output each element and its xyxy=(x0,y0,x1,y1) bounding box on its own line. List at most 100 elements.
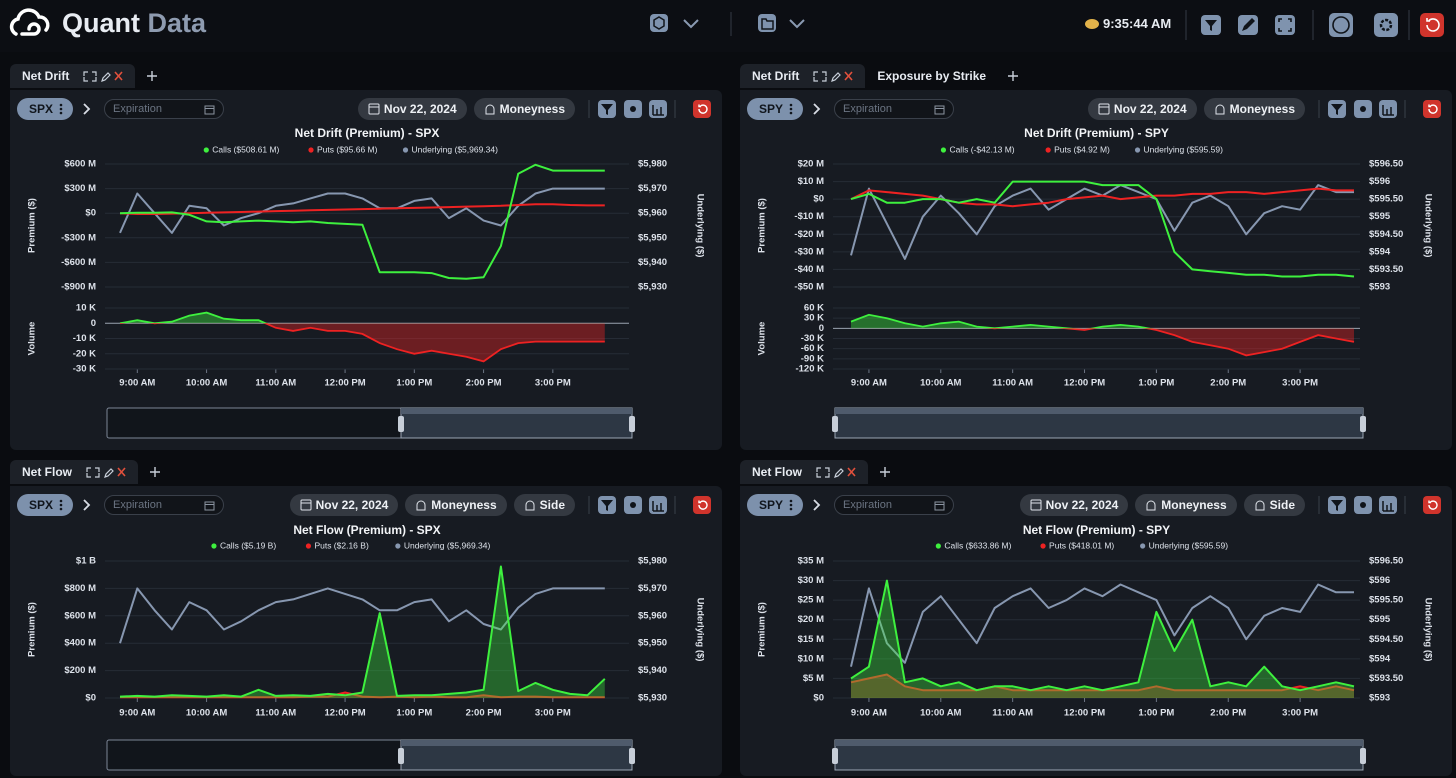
calendar-icon xyxy=(300,499,312,511)
tab-label: Net Drift xyxy=(752,69,800,83)
ticker: SPY xyxy=(759,102,784,116)
tab-bar: Net Drift xyxy=(10,64,167,88)
date: Nov 22, 2024 xyxy=(315,498,389,512)
panel-toolbar: SPX Expiration Nov 22, 2024 Moneyness xyxy=(17,98,712,120)
filter-button[interactable]: Moneyness xyxy=(1135,494,1237,516)
tab[interactable]: Net Flow xyxy=(740,460,868,484)
reset-button[interactable] xyxy=(692,495,712,515)
expiration-input[interactable]: Expiration xyxy=(104,99,225,119)
panel-toolbar: SPX Expiration Nov 22, 2024 Moneyness Side xyxy=(17,494,712,516)
panel-body xyxy=(740,486,1452,776)
chevron xyxy=(813,499,821,511)
tab-actions[interactable] xyxy=(809,70,855,82)
calendar-icon xyxy=(204,105,215,114)
panel: Net Flow SPY Expiration Nov 22, 2024 Moneyne… xyxy=(740,458,1452,776)
button-label: Side xyxy=(1269,498,1295,512)
menu-dots xyxy=(789,103,793,115)
panel: Net Drift SPX Expiration Nov 22, 2024 Moneyn… xyxy=(10,62,722,450)
toolbar-icons[interactable] xyxy=(1184,10,1456,40)
tab-label: Net Flow xyxy=(22,465,72,479)
panel-body xyxy=(740,90,1452,450)
clock: 9:35:44 AM xyxy=(1103,16,1172,31)
expiration-input[interactable]: Expiration xyxy=(104,495,225,515)
ticker-select[interactable]: SPY xyxy=(747,494,804,516)
ticker-select[interactable]: SPX xyxy=(17,98,74,120)
filter-button[interactable]: Moneyness xyxy=(473,98,575,120)
calendar-icon xyxy=(934,105,945,114)
date-picker[interactable]: Nov 22, 2024 xyxy=(357,98,467,120)
filter-button[interactable]: Side xyxy=(1243,494,1305,516)
panel: Net Drift Exposure by Strike SPY Expiration… xyxy=(740,62,1452,450)
tab-label: Net Flow xyxy=(752,465,802,479)
button-icon xyxy=(1146,500,1156,511)
coin-icon xyxy=(1085,19,1099,29)
brand: Quant Data xyxy=(62,8,206,39)
date-picker[interactable]: Nov 22, 2024 xyxy=(289,494,399,516)
tab[interactable]: Net Flow xyxy=(10,460,138,484)
calendar-icon xyxy=(1098,103,1110,115)
calendar-icon xyxy=(1030,499,1042,511)
expiration-placeholder: Expiration xyxy=(843,103,892,115)
chart-actions[interactable] xyxy=(1316,98,1416,120)
chevron xyxy=(83,499,91,511)
menu-dots xyxy=(789,499,793,511)
calendar-icon xyxy=(368,103,380,115)
tab-actions[interactable] xyxy=(79,70,125,82)
button-icon xyxy=(485,104,495,115)
tab-bar: Net Flow xyxy=(10,460,170,484)
chart-actions[interactable] xyxy=(586,98,686,120)
filter-button[interactable]: Moneyness xyxy=(405,494,507,516)
chart-actions[interactable] xyxy=(1316,494,1416,516)
tab-label: Net Drift xyxy=(22,69,70,83)
reset-button[interactable] xyxy=(1422,495,1442,515)
add-tab[interactable] xyxy=(140,466,170,478)
tab[interactable]: Exposure by Strike xyxy=(865,64,996,88)
add-tab[interactable] xyxy=(870,466,900,478)
panel-body xyxy=(10,486,722,776)
reset-button[interactable] xyxy=(1422,99,1442,119)
expiration-input[interactable]: Expiration xyxy=(834,99,955,119)
brand-accent: Data xyxy=(147,8,207,38)
ticker-select[interactable]: SPY xyxy=(747,98,804,120)
tab-label: Exposure by Strike xyxy=(877,69,987,83)
date: Nov 22, 2024 xyxy=(1045,498,1119,512)
panel-body xyxy=(10,90,722,450)
button-label: Moneyness xyxy=(499,102,565,116)
add-tab[interactable] xyxy=(998,70,1028,82)
ticker-select[interactable]: SPX xyxy=(17,494,74,516)
filter-button[interactable]: Side xyxy=(513,494,575,516)
ticker: SPX xyxy=(29,498,54,512)
button-icon xyxy=(1215,104,1225,115)
calendar-icon xyxy=(934,501,945,510)
button-label: Side xyxy=(539,498,565,512)
chevron xyxy=(813,103,821,115)
filter-button[interactable]: Moneyness xyxy=(1203,98,1305,120)
logo xyxy=(9,8,50,36)
tab-actions[interactable] xyxy=(82,466,128,478)
add-tab[interactable] xyxy=(137,70,167,82)
ticker: SPY xyxy=(759,498,784,512)
date-picker[interactable]: Nov 22, 2024 xyxy=(1087,98,1197,120)
expiration-placeholder: Expiration xyxy=(113,499,162,511)
chart-actions[interactable] xyxy=(586,494,686,516)
tab[interactable]: Net Drift xyxy=(10,64,136,88)
button-label: Moneyness xyxy=(1161,498,1227,512)
panel-toolbar: SPY Expiration Nov 22, 2024 Moneyness Side xyxy=(747,494,1442,516)
date: Nov 22, 2024 xyxy=(383,102,457,116)
chevron xyxy=(83,103,91,115)
expiration-placeholder: Expiration xyxy=(113,103,162,115)
workspace-controls[interactable] xyxy=(648,12,818,36)
tab-actions[interactable] xyxy=(812,466,858,478)
expiration-placeholder: Expiration xyxy=(843,499,892,511)
expiration-input[interactable]: Expiration xyxy=(834,495,955,515)
brand-name: Quant xyxy=(62,8,140,38)
top-bar: Quant Data 9:35:44 AM xyxy=(0,0,1456,52)
ticker: SPX xyxy=(29,102,54,116)
reset-button[interactable] xyxy=(692,99,712,119)
button-icon xyxy=(1255,500,1265,511)
date-picker[interactable]: Nov 22, 2024 xyxy=(1019,494,1129,516)
tab[interactable]: Net Drift xyxy=(740,64,866,88)
menu-dots xyxy=(59,499,63,511)
date: Nov 22, 2024 xyxy=(1113,102,1187,116)
